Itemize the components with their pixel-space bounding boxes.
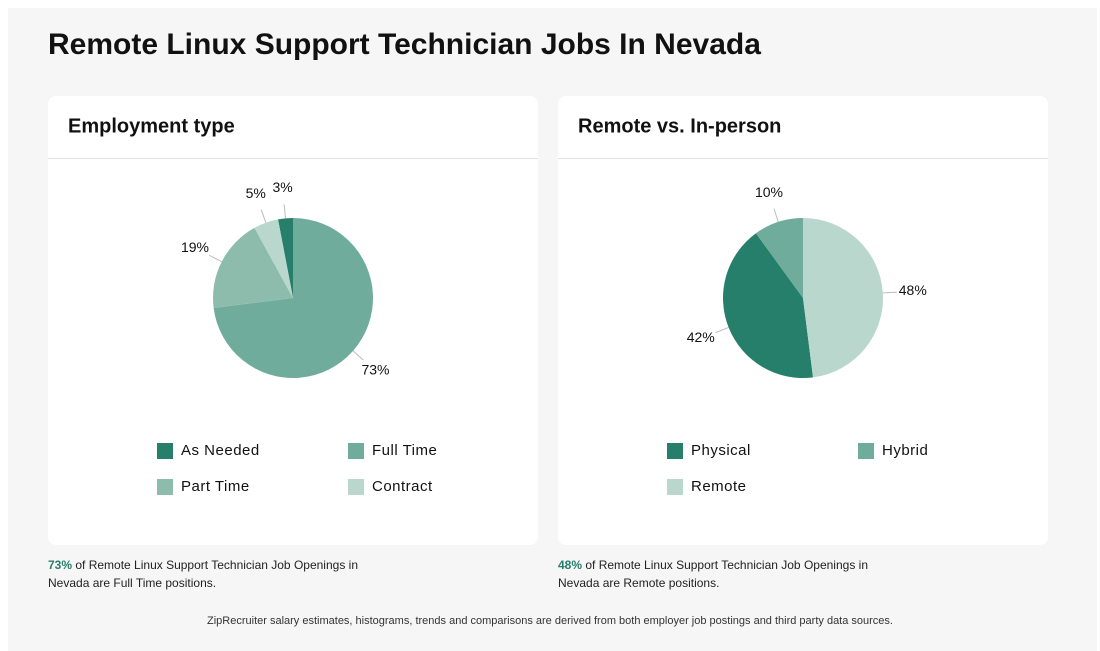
caption-highlight: 48% [558,558,583,572]
leader-line [715,326,729,334]
legend-swatch [348,443,364,459]
legend-label: Hybrid [882,442,928,459]
caption: 73% of Remote Linux Support Technician J… [48,556,378,592]
leader-line [260,209,267,223]
leader-line [283,204,286,219]
caption-text: of Remote Linux Support Technician Job O… [48,558,358,590]
pie-slice [213,227,293,309]
leader-line [209,254,222,263]
legend-label: Full Time [372,442,437,459]
legend-swatch [667,479,683,495]
legend-label: Remote [691,478,747,495]
footer: ZipRecruiter salary estimates, histogram… [207,615,893,627]
data-label: 19% [181,239,209,255]
card-title: Remote vs. In-person [578,115,781,137]
legend-label: Contract [372,478,433,495]
legend-swatch [157,479,173,495]
legend-label: Part Time [181,478,250,495]
leader-line [882,291,897,294]
data-label: 73% [361,361,389,377]
legend-label: Physical [691,442,751,459]
data-label: 48% [899,282,927,298]
pie-slice [213,218,373,378]
data-label: 5% [246,185,266,201]
pie-slice [803,218,883,378]
caption-highlight: 73% [48,558,73,572]
caption-text: of Remote Linux Support Technician Job O… [558,558,868,590]
pie-slice [254,219,293,298]
pie-slice [755,218,803,298]
data-label: 3% [273,179,293,195]
caption: 48% of Remote Linux Support Technician J… [558,556,888,592]
card-title: Employment type [68,115,235,137]
pie-slice [278,218,293,298]
pie-slice [723,233,814,378]
legend-swatch [348,479,364,495]
data-label: 10% [755,184,783,200]
legend-swatch [858,443,874,459]
data-label: 42% [687,329,715,345]
page-title: Remote Linux Support Technician Jobs In … [48,28,761,61]
legend-swatch [667,443,683,459]
leader-line [773,208,779,223]
legend-swatch [157,443,173,459]
legend-label: As Needed [181,442,260,459]
leader-line [352,350,364,361]
